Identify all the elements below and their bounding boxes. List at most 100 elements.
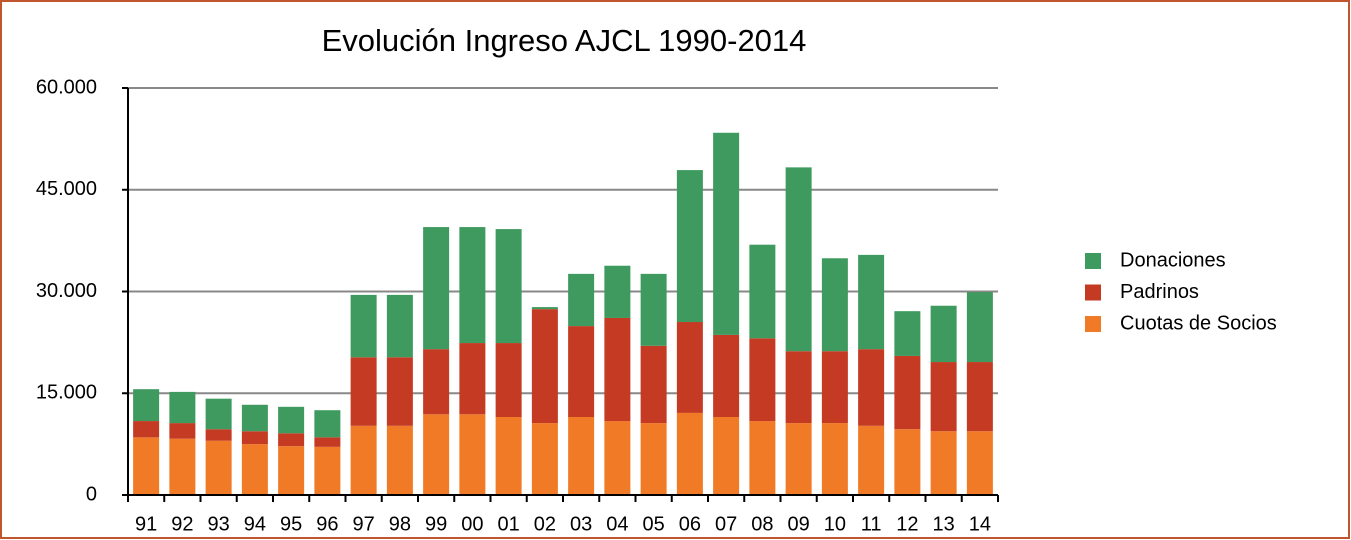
bar-segment xyxy=(785,423,812,495)
bar-segment xyxy=(350,425,377,495)
bar-segment xyxy=(278,406,305,434)
x-tick-label: 95 xyxy=(280,513,302,535)
bar-segment xyxy=(749,338,776,422)
bar-segment xyxy=(205,440,232,495)
x-tick-label: 98 xyxy=(389,513,411,535)
x-tick-label: 03 xyxy=(570,513,592,535)
bar-segment xyxy=(894,355,921,430)
bar-segment xyxy=(278,446,305,495)
legend-label: Donaciones xyxy=(1120,249,1226,271)
bar-segment xyxy=(713,416,740,495)
x-tick-label: 12 xyxy=(896,513,918,535)
bar-segment xyxy=(749,244,776,339)
bar-segment xyxy=(568,416,595,495)
bar-segment xyxy=(568,326,595,417)
bar-segment xyxy=(459,227,486,344)
bar-segment xyxy=(459,343,486,415)
y-tick-label: 45.000 xyxy=(36,178,97,200)
bar-segment xyxy=(785,167,812,352)
legend-swatch xyxy=(1085,284,1101,301)
bar-segment xyxy=(749,421,776,495)
y-tick-label: 30.000 xyxy=(36,280,97,302)
x-tick-label: 91 xyxy=(135,513,157,535)
bar-segment xyxy=(930,431,957,495)
bar-segment xyxy=(133,389,160,422)
bar-segment xyxy=(278,433,305,447)
bar-segment xyxy=(676,322,703,413)
bar-segment xyxy=(133,437,160,495)
x-tick-label: 06 xyxy=(679,513,701,535)
x-tick-label: 01 xyxy=(498,513,520,535)
x-tick-label: 02 xyxy=(534,513,556,535)
x-tick-label: 08 xyxy=(751,513,773,535)
x-tick-label: 07 xyxy=(715,513,737,535)
bar-segment xyxy=(314,410,341,438)
x-tick-label: 05 xyxy=(643,513,665,535)
bar-segment xyxy=(133,421,160,438)
bar-segment xyxy=(169,391,196,424)
bar-segment xyxy=(169,438,196,495)
bar-segment xyxy=(966,431,993,495)
x-tick-label: 14 xyxy=(969,513,991,535)
bar-segment xyxy=(386,425,413,495)
x-tick-label: 11 xyxy=(861,513,882,535)
x-tick-label: 96 xyxy=(316,513,338,535)
bar-segment xyxy=(894,429,921,495)
chart-title: Evolución Ingreso AJCL 1990-2014 xyxy=(322,23,807,58)
bar-segment xyxy=(495,343,522,417)
bar-segment xyxy=(894,311,921,356)
bar-segment xyxy=(858,349,885,426)
bar-segment xyxy=(930,362,957,432)
x-tick-label: 93 xyxy=(208,513,230,535)
x-tick-label: 09 xyxy=(788,513,810,535)
bar-segment xyxy=(169,423,196,439)
bar-segment xyxy=(966,362,993,432)
bar-segment xyxy=(386,357,413,426)
y-tick-label: 60.000 xyxy=(36,76,97,98)
bar-segment xyxy=(713,334,740,417)
bar-segment xyxy=(531,307,558,310)
bar-segment xyxy=(241,444,268,495)
bar-segment xyxy=(495,229,522,344)
bar-segment xyxy=(241,404,268,432)
x-tick-label: 94 xyxy=(244,513,266,535)
bar-segment xyxy=(350,294,377,358)
legend-swatch xyxy=(1085,253,1101,269)
bar-segment xyxy=(604,421,631,495)
bar-segment xyxy=(205,398,232,430)
x-tick-label: 04 xyxy=(606,513,628,535)
bar-segment xyxy=(241,431,268,445)
bar-segment xyxy=(930,305,957,363)
x-tick-label: 00 xyxy=(461,513,483,535)
bar-segment xyxy=(604,317,631,422)
x-tick-label: 99 xyxy=(425,513,447,535)
bar-segment xyxy=(821,423,848,495)
legend-label: Cuotas de Socios xyxy=(1120,312,1277,334)
y-tick-label: 15.000 xyxy=(36,382,97,404)
bar-segment xyxy=(423,414,450,495)
bar-segment xyxy=(459,414,486,495)
bar-segment xyxy=(604,265,631,318)
bar-segment xyxy=(858,425,885,495)
bar-segment xyxy=(821,351,848,424)
bar-segment xyxy=(314,437,341,447)
bar-segment xyxy=(314,446,341,495)
y-tick-label: 0 xyxy=(86,483,97,505)
bar-segment xyxy=(350,357,377,426)
bar-segment xyxy=(785,351,812,424)
bar-segment xyxy=(640,345,667,424)
x-tick-label: 10 xyxy=(824,513,846,535)
bar-segment xyxy=(676,412,703,495)
bar-segment xyxy=(821,258,848,352)
bar-segment xyxy=(531,423,558,495)
bar-segment xyxy=(713,132,740,335)
bar-segment xyxy=(676,170,703,323)
bar-segment xyxy=(423,227,450,350)
bar-segment xyxy=(205,429,232,441)
x-tick-label: 13 xyxy=(933,513,955,535)
bar-segment xyxy=(386,294,413,358)
bar-segment xyxy=(640,273,667,346)
bar-segment xyxy=(640,423,667,495)
bar-segment xyxy=(568,273,595,327)
